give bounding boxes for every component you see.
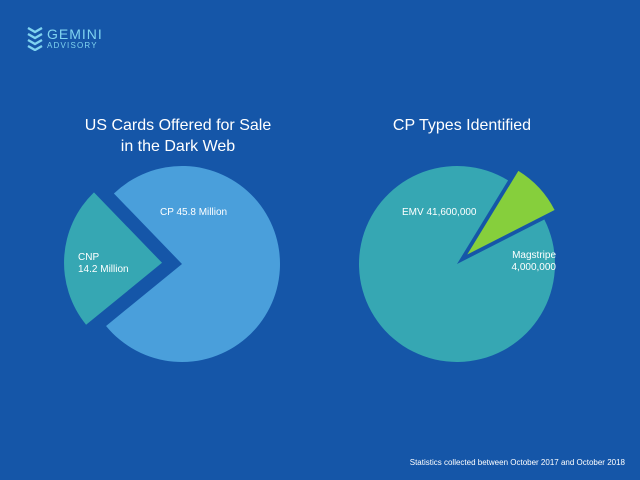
slice-label-magstripe-1: Magstripe [512, 250, 556, 261]
pie-slice-cnp [64, 192, 163, 325]
chevron-stack-icon [27, 27, 43, 51]
slice-label-cnp-1: CNP [78, 252, 99, 263]
us-cards-pie-chart: US Cards Offered for Sale in the Dark Web… [64, 117, 280, 362]
pie-slice-cp [106, 165, 280, 362]
pie-slice-magstripe [467, 170, 555, 255]
footnote-text: Statistics collected between October 201… [409, 458, 625, 467]
gemini-advisory-logo: GEMINI ADVISORY [27, 26, 127, 52]
cp-types-pie-chart: CP Types Identified EMV 41,600,000 Magstri… [359, 117, 556, 362]
slice-label-cp-1: CP 45.8 Million [160, 207, 227, 218]
chart-title-line-1: US Cards Offered for Sale [85, 117, 272, 134]
chart-title-line-1: CP Types Identified [393, 117, 531, 134]
logo-text-advisory: ADVISORY [47, 41, 98, 50]
slice-label-cnp-2: 14.2 Million [78, 264, 129, 275]
chart-title-line-2: in the Dark Web [121, 138, 236, 155]
slice-label-emv-1: EMV 41,600,000 [402, 207, 477, 218]
logo-text-gemini: GEMINI [47, 26, 103, 42]
pie-slice-emv [359, 165, 556, 362]
slice-label-magstripe-2: 4,000,000 [512, 262, 557, 273]
